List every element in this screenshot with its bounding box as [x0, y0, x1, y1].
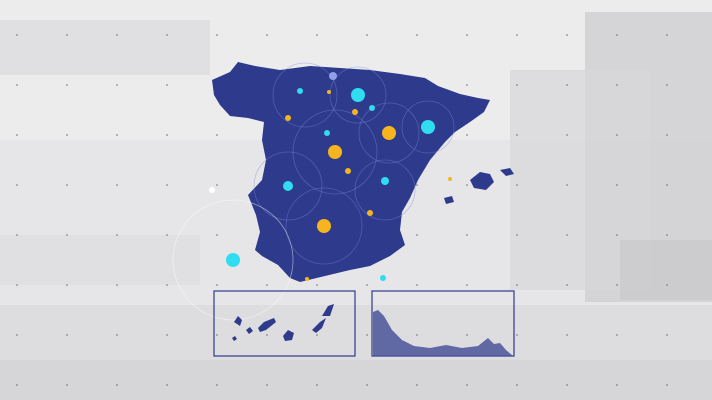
cyan-dots	[226, 88, 435, 281]
circle-outline	[253, 151, 323, 221]
island	[312, 318, 326, 333]
yellow-dots	[285, 90, 452, 281]
dot	[351, 88, 365, 102]
dot	[317, 219, 331, 233]
dot	[297, 88, 303, 94]
circle-outline	[272, 62, 338, 128]
dot	[324, 130, 330, 136]
dot	[380, 275, 386, 281]
circle-outline	[354, 159, 416, 221]
island	[234, 316, 242, 326]
dot	[381, 177, 389, 185]
dot	[226, 253, 240, 267]
island	[322, 304, 334, 316]
dot	[352, 109, 358, 115]
dot	[285, 115, 291, 121]
island	[500, 168, 514, 176]
dot	[329, 72, 337, 80]
inset-frame	[213, 290, 356, 357]
dot	[283, 181, 293, 191]
circle-outline	[401, 100, 455, 154]
island	[470, 172, 494, 190]
peninsula	[212, 62, 490, 282]
island	[283, 330, 294, 341]
coast-terrain	[373, 310, 513, 356]
dot	[421, 120, 435, 134]
island	[444, 196, 454, 204]
island	[258, 318, 276, 332]
circle-outline	[358, 102, 420, 164]
circle-outline	[172, 199, 294, 321]
dot	[327, 90, 331, 94]
dot	[367, 210, 373, 216]
circle-outline	[285, 187, 363, 265]
circle-outline	[292, 109, 378, 195]
dot	[305, 277, 309, 281]
dot	[448, 177, 452, 181]
dot	[328, 145, 342, 159]
canary-islands	[232, 304, 334, 341]
circle-outline	[329, 66, 387, 124]
dot	[209, 187, 215, 193]
dot	[369, 105, 375, 111]
dot	[382, 126, 396, 140]
circle-overlays	[172, 62, 455, 321]
island	[232, 336, 237, 341]
dot	[345, 168, 351, 174]
island	[246, 327, 253, 334]
